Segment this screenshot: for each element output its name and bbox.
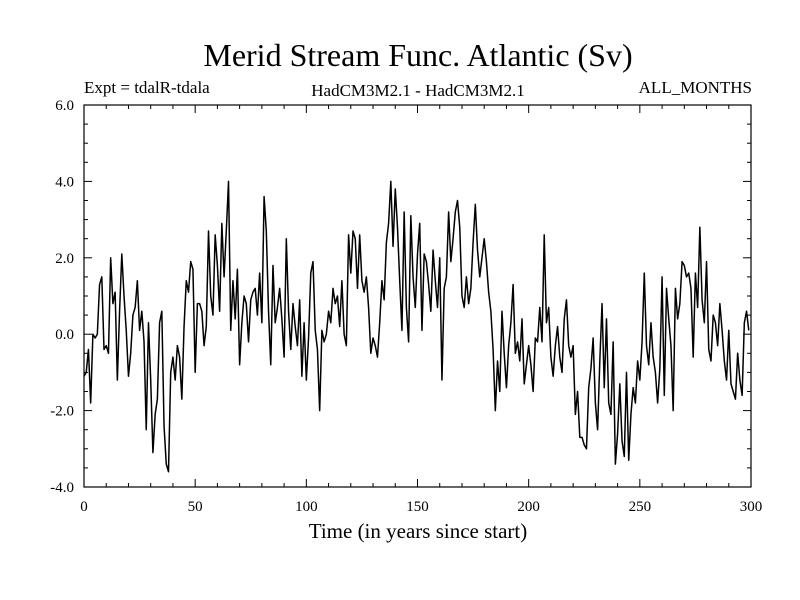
series-line [83, 180, 750, 473]
x-tick-label: 250 [629, 499, 652, 515]
chart-title: Merid Stream Func. Atlantic (Sv) [203, 37, 632, 73]
plot-frame [83, 104, 752, 488]
x-tick-label: 300 [740, 499, 763, 515]
chart-subtitle-center: HadCM3M2.1 - HadCM3M2.1 [311, 81, 524, 100]
series-layer [83, 180, 750, 473]
x-tick-label: 50 [188, 499, 203, 515]
x-tick-label: 100 [295, 499, 318, 515]
x-tick-label: 0 [80, 499, 88, 515]
y-tick-label: -4.0 [50, 480, 74, 496]
x-tick-label: 200 [517, 499, 540, 515]
chart-subtitle-right: ALL_MONTHS [639, 78, 752, 97]
y-tick-label: -2.0 [50, 404, 74, 420]
y-tick-label: 2.0 [55, 251, 74, 267]
y-tick-label: 4.0 [55, 174, 74, 190]
x-axis-label: Time (in years since start) [309, 519, 528, 543]
x-tick-label: 150 [406, 499, 429, 515]
axis-ticks [83, 104, 752, 488]
y-tick-label: 6.0 [55, 98, 74, 114]
y-tick-label: 0.0 [55, 327, 74, 343]
axis-tick-labels: 0 50 100 150 200 250 300 -4.0 -2.0 0.0 2.0 4.0 6.0 [50, 98, 762, 515]
chart-subtitle-left: Expt = tdalR-tdala [84, 78, 210, 97]
